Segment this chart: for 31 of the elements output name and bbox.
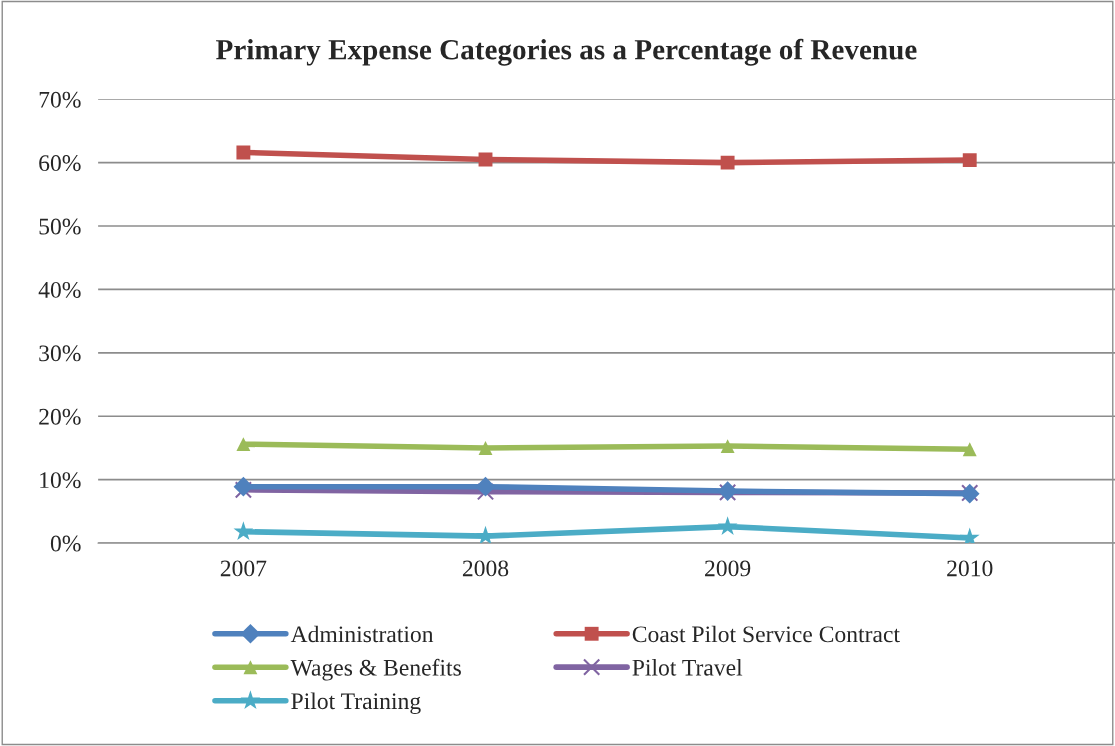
legend-label: Wages & Benefits [290, 658, 461, 681]
point [475, 476, 496, 497]
point [962, 153, 977, 168]
x-tick-label: 2009 [705, 560, 751, 577]
x-tick-label: 2007 [220, 560, 267, 577]
y-tick-label: 30% [39, 345, 81, 362]
legend-label: Coast Pilot Service Contract [632, 625, 900, 643]
y-tick-label: 20% [39, 408, 81, 425]
point [962, 442, 977, 457]
point [236, 145, 251, 160]
point [233, 476, 254, 497]
point [233, 521, 254, 541]
y-tick-label: 50% [39, 218, 81, 235]
y-tick-label: 10% [40, 472, 81, 489]
point [478, 441, 493, 455]
y-tick-label: 40% [38, 281, 81, 298]
y-tick-label: 0% [50, 535, 81, 552]
point [717, 516, 738, 536]
y-tick-label: 70% [39, 91, 81, 108]
point [236, 437, 251, 452]
point [476, 483, 495, 501]
point [720, 155, 735, 170]
point [234, 481, 253, 499]
chart-title: Primary Expense Categories as a Percentage of Revenue [216, 38, 917, 66]
legend-label: Pilot Travel [632, 659, 743, 676]
point [720, 439, 735, 454]
x-tick-label: 2010 [947, 560, 993, 577]
legend-label: Pilot Training [291, 692, 421, 715]
legend-label: Administration [290, 625, 434, 643]
x-tick-label: 2008 [462, 560, 509, 577]
y-tick-label: 60% [39, 155, 81, 172]
